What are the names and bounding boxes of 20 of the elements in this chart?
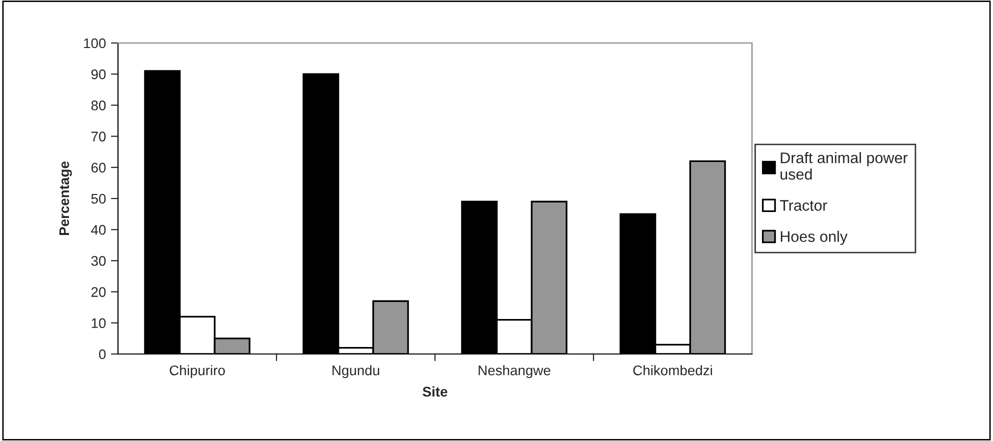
y-tick-label: 70: [91, 132, 106, 142]
y-tick-label: 10: [92, 318, 106, 328]
y-tick-label: 40: [91, 224, 106, 235]
x-tick-label: Neshangwe: [478, 365, 550, 378]
x-tick-label: Ngundu: [332, 365, 380, 378]
x-axis-title: Site: [422, 386, 448, 397]
y-tick-label: 100: [84, 38, 106, 48]
y-tick-label: 90: [91, 69, 106, 80]
legend-label: Draft animal power used: [780, 152, 908, 180]
y-tick-label: 30: [91, 256, 106, 266]
y-tick-label: 0: [99, 349, 106, 360]
y-tick-label: 50: [91, 194, 106, 204]
x-tick-label: Chikombedzi: [633, 365, 712, 376]
y-axis-title: Percentage: [59, 162, 72, 236]
legend-label: Tractor: [780, 200, 828, 211]
y-tick-label: 20: [91, 287, 106, 297]
y-tick-label: 80: [91, 100, 106, 110]
y-tick-label: 60: [91, 162, 106, 173]
legend-label: Hoes only: [780, 230, 848, 245]
x-tick-label: Chipuriro: [170, 365, 225, 378]
